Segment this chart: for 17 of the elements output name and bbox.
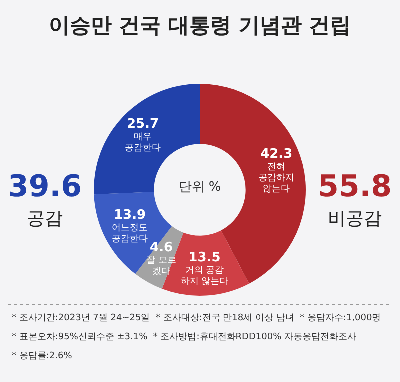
slice-label: 거의 공감 하지 않는다 — [180, 266, 229, 287]
data-label: 13.5 — [188, 250, 221, 266]
text: * 표본오차:95%신뢰수준 ±3.1% * 조사방법:휴대전화RDD100% 자동응답전화조사 — [12, 332, 356, 342]
slice-label: 어느정도 공감한다 — [112, 223, 148, 244]
data-label: 25.7 — [126, 116, 160, 132]
text: 39.6 — [8, 170, 82, 204]
text: * 응답률:2.6% — [12, 352, 73, 362]
text: 공감 — [27, 208, 63, 230]
data-label: 42.3 — [260, 147, 293, 162]
text: 55.8 — [318, 170, 392, 204]
slice-label: 매우 공감한다 — [124, 132, 161, 154]
text: 비공감 — [328, 208, 382, 230]
text: 단위 % — [178, 180, 222, 195]
slice-label: 전혀 공감하지 않는다 — [258, 162, 295, 195]
text: * 조사기간:2023년 7월 24~25일 * 조사대상:전국 만18세 이상 남녀 * 응답자수:1,000명 — [12, 314, 382, 324]
data-label: 13.9 — [114, 208, 146, 223]
chart-title: 이승만 건국 대통령 기념관 건립 — [48, 14, 352, 38]
